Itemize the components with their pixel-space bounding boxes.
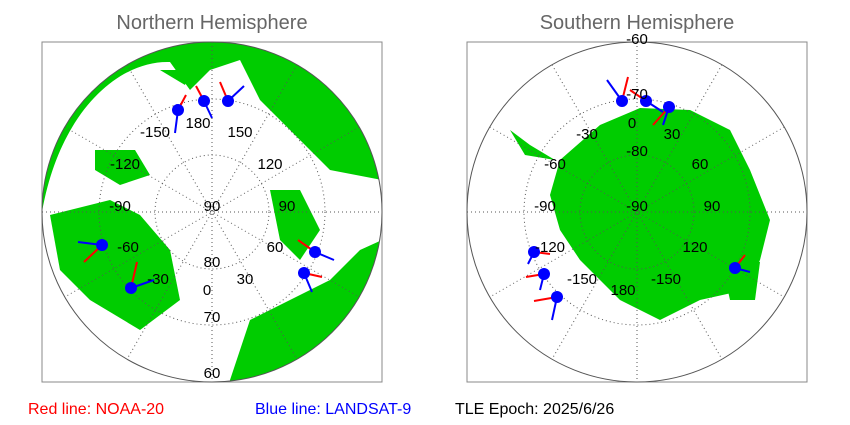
graticule-label: 60: [204, 365, 221, 382]
north-land: [42, 42, 382, 382]
graticule-label: -120: [535, 239, 565, 256]
graticule-label: 150: [227, 124, 252, 141]
meridian: [64, 126, 360, 298]
meridian: [551, 64, 723, 360]
graticule-label: -150: [140, 124, 170, 141]
graticule-label: 80: [204, 254, 221, 271]
legend-blue: Blue line: LANDSAT-9: [255, 401, 411, 418]
graticule-label: -90: [534, 198, 556, 215]
graticule-label: -60: [626, 31, 648, 48]
graticule-label: -150: [651, 271, 681, 288]
legend-epoch: TLE Epoch: 2025/6/26: [455, 401, 614, 418]
graticule-label: -60: [117, 239, 139, 256]
graticule-label: 0: [628, 115, 636, 132]
graticule-label: 70: [204, 309, 221, 326]
meridian: [126, 64, 298, 360]
satellite-tracks: [77, 76, 751, 321]
graticule-label: 0: [203, 282, 211, 299]
graticule-label: 60: [692, 156, 709, 173]
graticule-label: -90: [626, 198, 648, 215]
graticule-label: 30: [664, 126, 681, 143]
graticule-label: 180: [185, 115, 210, 132]
meridian: [551, 64, 723, 360]
meridian: [489, 126, 785, 298]
graticule-label: -30: [576, 126, 598, 143]
graticule-label: 90: [704, 198, 721, 215]
legend-red: Red line: NOAA-20: [28, 401, 164, 418]
graticule-label: 120: [257, 156, 282, 173]
graticule-label: -80: [626, 143, 648, 160]
meridian: [489, 126, 785, 298]
graticule-label: -90: [109, 198, 131, 215]
graticule-label: 180: [610, 282, 635, 299]
graticule-label: -150: [567, 271, 597, 288]
graticule-labels: -150 180 150 120 -120 90 -90 90 -60 60 80 -30 30 0 70 6…: [109, 31, 720, 382]
graticule-label: 30: [237, 271, 254, 288]
panel-title: Southern Hemisphere: [540, 12, 735, 34]
meridian: [126, 64, 298, 360]
graticule-label: 90: [279, 198, 296, 215]
graticule: [41, 41, 808, 383]
graticule-label: 90: [204, 198, 221, 215]
graticule-label: -60: [544, 156, 566, 173]
graticule-label: -70: [626, 86, 648, 103]
graticule-label: 60: [267, 239, 284, 256]
graticule-label: -30: [147, 271, 169, 288]
panel-title: Northern Hemisphere: [116, 12, 307, 34]
graticule-label: 120: [682, 239, 707, 256]
meridian: [64, 126, 360, 298]
graticule-label: -120: [110, 156, 140, 173]
